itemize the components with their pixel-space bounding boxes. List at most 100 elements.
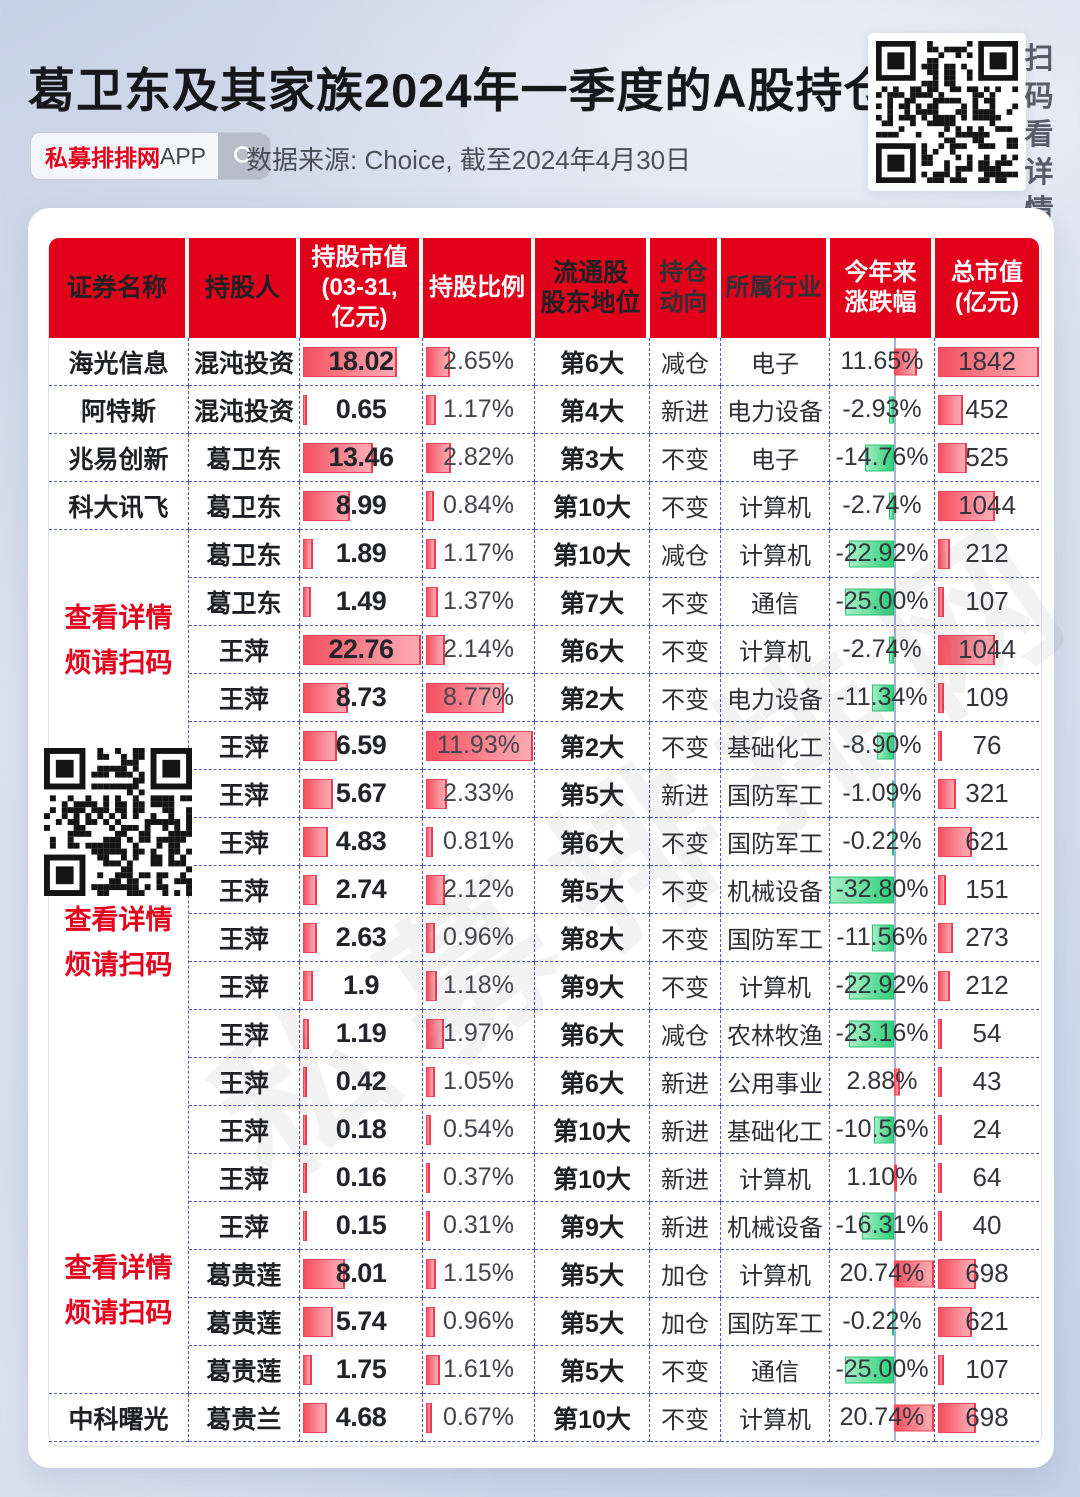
cell-holder: 葛卫东 xyxy=(189,482,300,530)
scan-detail-cell: 查看详情 烦请扫码 查看详情 烦请扫码 查看详情 烦请扫码 xyxy=(44,530,192,1394)
cell-direction: 不变 xyxy=(650,1394,721,1442)
cell-holder: 葛贵莲 xyxy=(189,1250,300,1298)
cell-ratio: 2.65% xyxy=(423,338,535,386)
cell-total-value: 54 xyxy=(935,1010,1039,1058)
cell-holder: 葛卫东 xyxy=(189,578,300,626)
cell-ytd-change: 1.10% xyxy=(830,1154,935,1202)
cell-stock-name: 阿特斯 xyxy=(49,386,189,434)
cell-market-value: 8.73 xyxy=(300,674,423,722)
cell-market-value: 0.65 xyxy=(300,386,423,434)
cell-total-value: 64 xyxy=(935,1154,1039,1202)
zero-axis xyxy=(894,1298,897,1345)
cell-rank: 第6大 xyxy=(535,338,650,386)
cell-ratio: 1.37% xyxy=(423,578,535,626)
cell-market-value: 1.75 xyxy=(300,1346,423,1394)
cell-holder: 葛卫东 xyxy=(189,530,300,578)
cell-market-value: 13.46 xyxy=(300,434,423,482)
cell-direction: 不变 xyxy=(650,1346,721,1394)
cell-rank: 第10大 xyxy=(535,482,650,530)
zero-axis xyxy=(894,866,897,913)
cell-total-value: 107 xyxy=(935,578,1039,626)
cell-ratio: 2.14% xyxy=(423,626,535,674)
cell-industry: 公用事业 xyxy=(721,1058,830,1106)
cell-total-value: 698 xyxy=(935,1250,1039,1298)
cell-ytd-change: -25.00% xyxy=(830,578,935,626)
cell-market-value: 1.19 xyxy=(300,1010,423,1058)
zero-axis xyxy=(894,482,897,529)
cell-ratio: 0.54% xyxy=(423,1106,535,1154)
cell-ratio: 1.17% xyxy=(423,386,535,434)
cell-holder: 葛贵兰 xyxy=(189,1394,300,1442)
cell-industry: 国防军工 xyxy=(721,1298,830,1346)
cell-total-value: 698 xyxy=(935,1394,1039,1442)
qr-caption: 扫码看详情 xyxy=(1024,43,1054,227)
cell-direction: 不变 xyxy=(650,914,721,962)
cell-industry: 基础化工 xyxy=(721,1106,830,1154)
column-header: 今年来 涨跌幅 xyxy=(830,238,935,338)
column-header: 持股人 xyxy=(189,238,300,338)
cell-rank: 第5大 xyxy=(535,770,650,818)
cell-holder: 王萍 xyxy=(189,962,300,1010)
cell-ytd-change: 20.74% xyxy=(830,1394,935,1442)
cell-direction: 新进 xyxy=(650,1106,721,1154)
cell-direction: 新进 xyxy=(650,1058,721,1106)
column-header: 持仓 动向 xyxy=(650,238,721,338)
qr-code-middle[interactable] xyxy=(44,748,192,896)
column-header: 总市值 (亿元) xyxy=(935,238,1039,338)
cell-ytd-change: -10.56% xyxy=(830,1106,935,1154)
cell-holder: 混沌投资 xyxy=(189,338,300,386)
cell-ratio: 11.93% xyxy=(423,722,535,770)
cell-market-value: 1.89 xyxy=(300,530,423,578)
qr-code-top[interactable] xyxy=(868,33,1026,191)
cell-ratio: 2.82% xyxy=(423,434,535,482)
cell-industry: 机械设备 xyxy=(721,1202,830,1250)
cell-industry: 电力设备 xyxy=(721,674,830,722)
cell-total-value: 43 xyxy=(935,1058,1039,1106)
cell-direction: 新进 xyxy=(650,1202,721,1250)
cell-ytd-change: -23.16% xyxy=(830,1010,935,1058)
cell-ratio: 0.81% xyxy=(423,818,535,866)
cell-ratio: 0.31% xyxy=(423,1202,535,1250)
cell-total-value: 76 xyxy=(935,722,1039,770)
cell-ratio: 1.15% xyxy=(423,1250,535,1298)
cell-ytd-change: 20.74% xyxy=(830,1250,935,1298)
cell-ratio: 2.33% xyxy=(423,770,535,818)
cell-market-value: 2.74 xyxy=(300,866,423,914)
cell-market-value: 8.01 xyxy=(300,1250,423,1298)
cell-holder: 王萍 xyxy=(189,914,300,962)
cell-market-value: 4.68 xyxy=(300,1394,423,1442)
cell-direction: 不变 xyxy=(650,626,721,674)
scan-prompt: 查看详情 烦请扫码 xyxy=(64,603,173,678)
cell-total-value: 452 xyxy=(935,386,1039,434)
brand-name: 私募排排网 xyxy=(45,145,160,171)
cell-holder: 王萍 xyxy=(189,1010,300,1058)
cell-ytd-change: -32.80% xyxy=(830,866,935,914)
zero-axis xyxy=(894,962,897,1009)
cell-holder: 王萍 xyxy=(189,1058,300,1106)
cell-rank: 第6大 xyxy=(535,1010,650,1058)
cell-stock-name: 兆易创新 xyxy=(49,434,189,482)
search-icon[interactable] xyxy=(218,133,271,179)
cell-holder: 葛卫东 xyxy=(189,434,300,482)
zero-axis xyxy=(894,818,897,865)
cell-ytd-change: -2.74% xyxy=(830,482,935,530)
cell-rank: 第5大 xyxy=(535,1298,650,1346)
data-source-note: 数据来源: Choice, 截至2024年4月30日 xyxy=(246,145,692,175)
cell-direction: 加仓 xyxy=(650,1298,721,1346)
cell-market-value: 0.18 xyxy=(300,1106,423,1154)
cell-direction: 不变 xyxy=(650,578,721,626)
cell-ytd-change: -14.76% xyxy=(830,434,935,482)
holdings-table: 证券名称 持股人 持股市值 (03-31, 亿元) 持股比例 流通股 股东地位 持仓 动向… xyxy=(44,238,1039,1442)
cell-total-value: 212 xyxy=(935,530,1039,578)
brand-suffix: APP xyxy=(160,142,207,169)
cell-rank: 第5大 xyxy=(535,1250,650,1298)
zero-axis xyxy=(894,434,897,481)
cell-ytd-change: -25.00% xyxy=(830,1346,935,1394)
zero-axis xyxy=(894,530,897,577)
cell-direction: 不变 xyxy=(650,674,721,722)
column-header: 持股比例 xyxy=(423,238,535,338)
cell-industry: 电力设备 xyxy=(721,386,830,434)
cell-direction: 不变 xyxy=(650,434,721,482)
cell-rank: 第5大 xyxy=(535,866,650,914)
cell-direction: 减仓 xyxy=(650,530,721,578)
